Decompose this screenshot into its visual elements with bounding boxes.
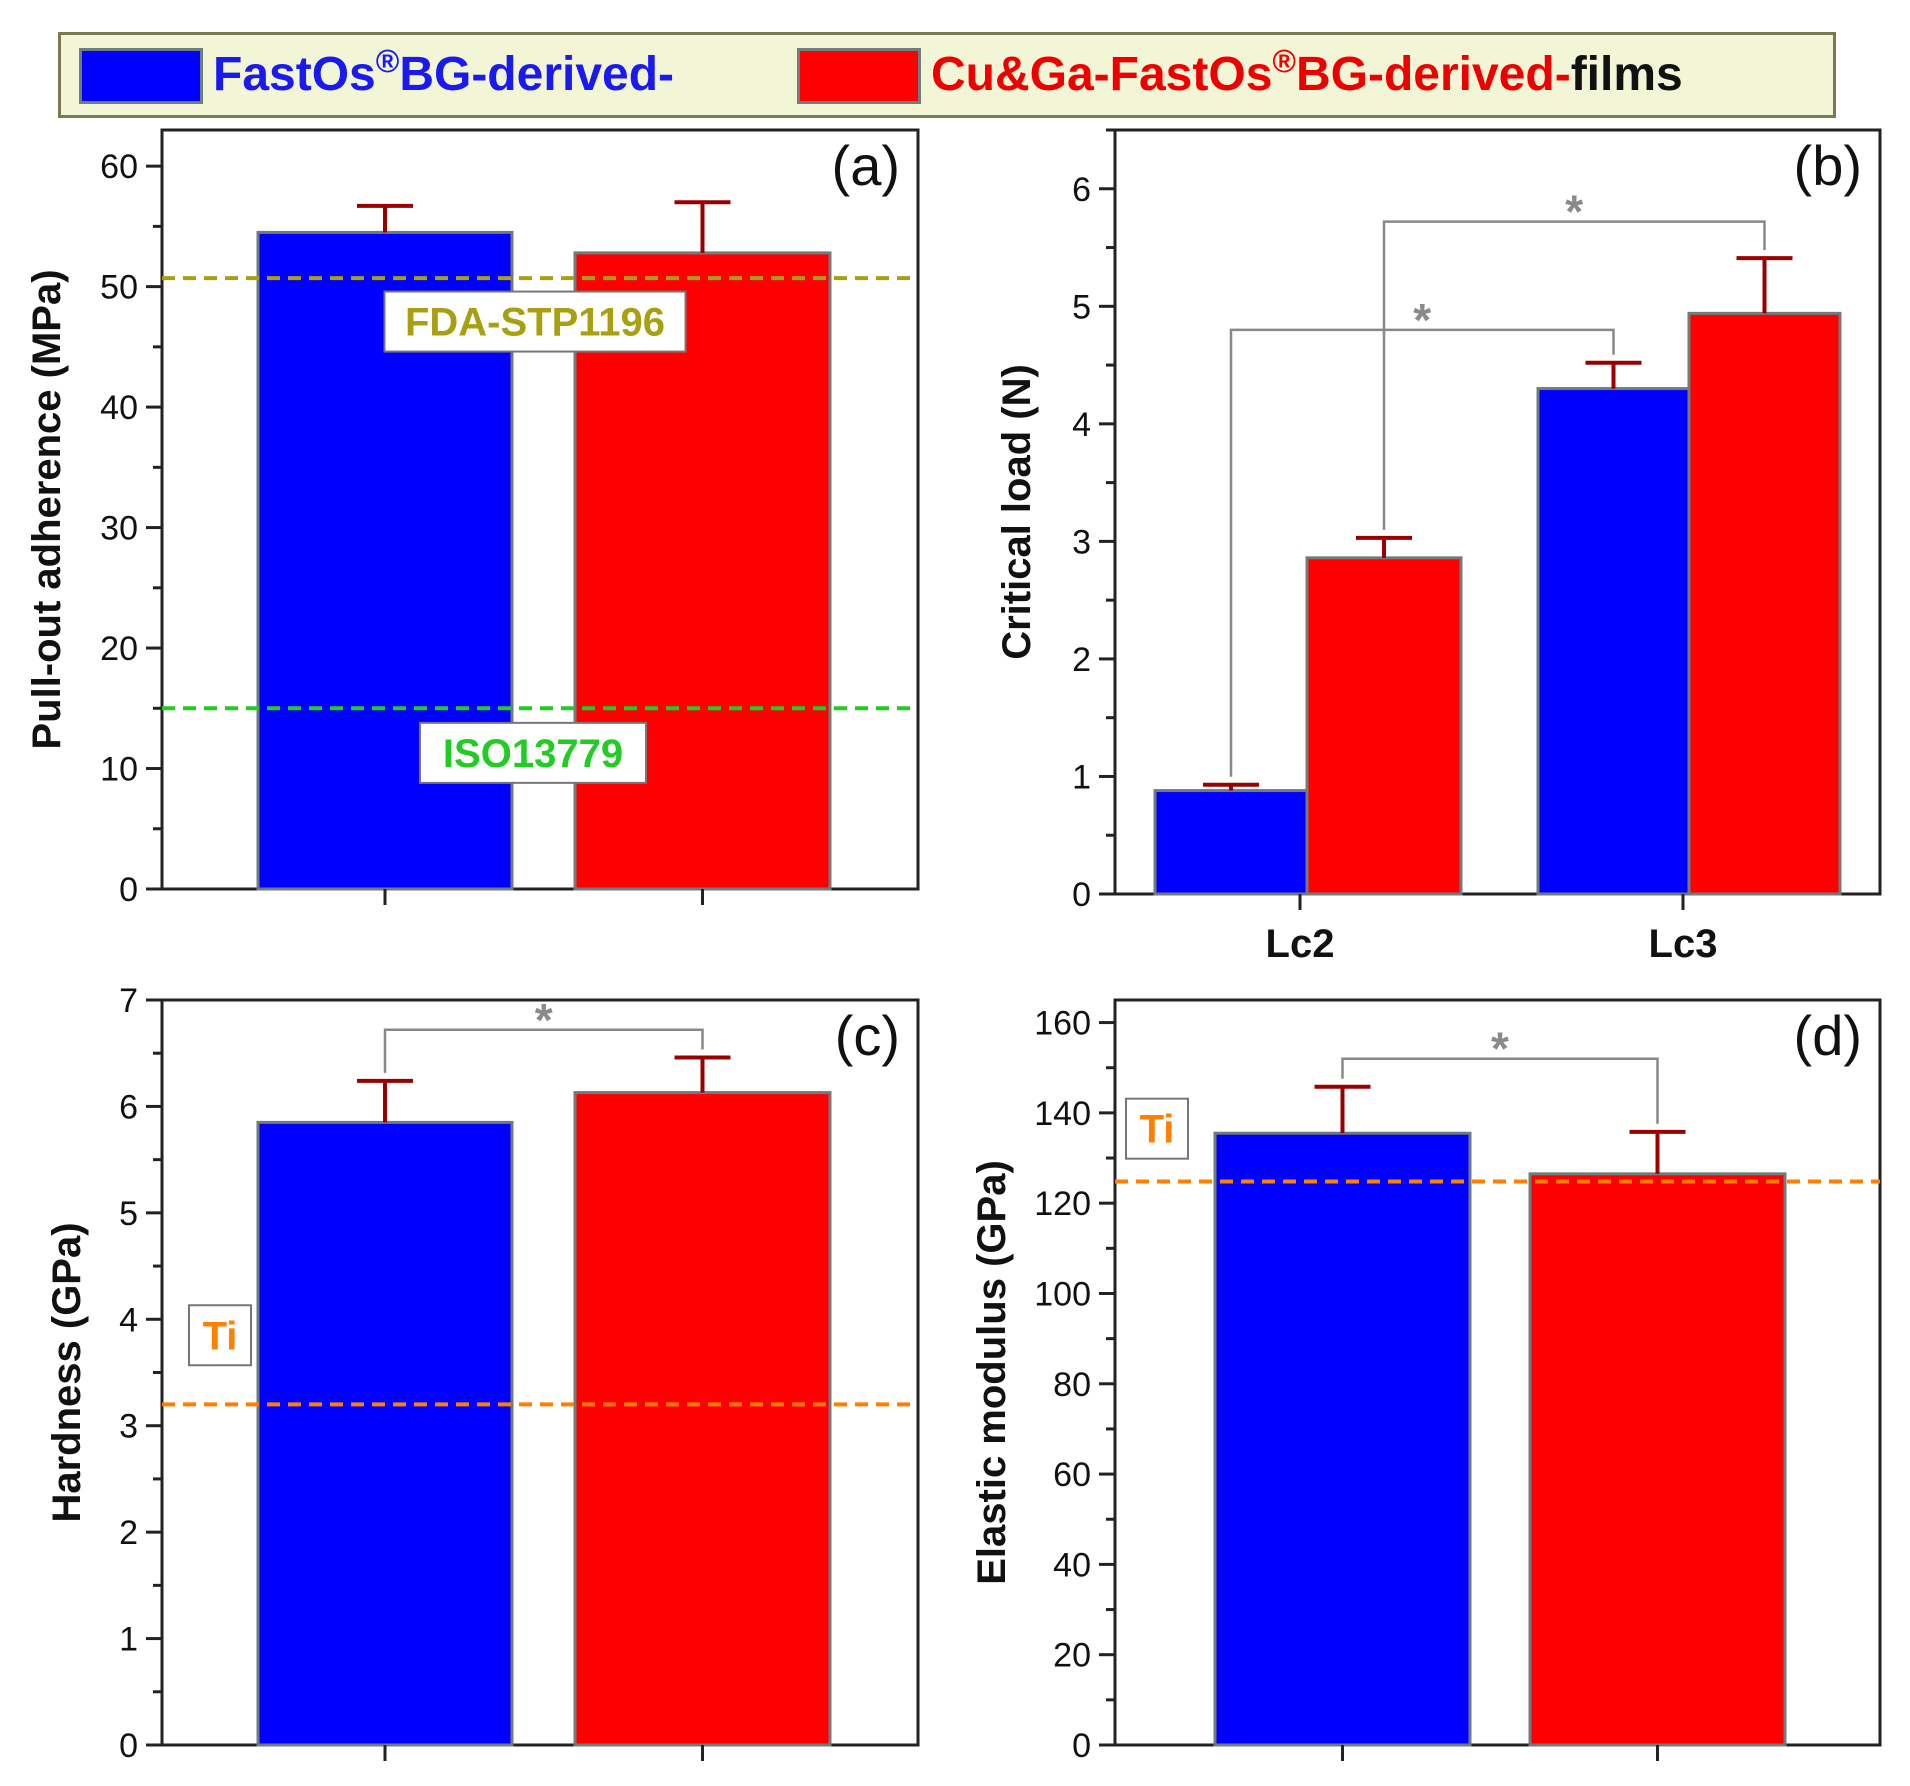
y-tick-label: 50 — [100, 269, 138, 307]
y-tick-label: 100 — [1034, 1275, 1091, 1313]
bar-series1 — [1536, 387, 1691, 896]
reference-label: ISO13779 — [443, 732, 623, 776]
reference-label-box — [188, 1304, 252, 1367]
y-tick-label: 6 — [119, 1088, 138, 1126]
legend-swatch-series2 — [797, 48, 921, 104]
y-tick-label: 5 — [119, 1195, 138, 1233]
plot-frame — [1113, 998, 1882, 1747]
y-tick-label: 2 — [1072, 641, 1091, 679]
y-axis-label: Elastic modulus (GPa) — [970, 1160, 1014, 1585]
y-tick-label: 10 — [100, 751, 138, 789]
bar-series2 — [1528, 1172, 1787, 1747]
significance-star: * — [1413, 294, 1431, 346]
reference-label-box — [419, 721, 647, 784]
chart-panel-0: 0 10 20 30 40 50 60 Pull-out adherence (MPa) (a)… — [25, 128, 920, 909]
x-tick-label: Lc3 — [1649, 922, 1718, 966]
y-tick-label: 4 — [119, 1301, 138, 1339]
panel-letter: (d) — [1794, 1004, 1862, 1067]
panel-letter: (b) — [1794, 134, 1862, 197]
y-tick-label: 60 — [100, 148, 138, 186]
y-tick-label: 0 — [1072, 876, 1091, 914]
legend: FastOs®BG-derived- Cu&Ga-FastOs®BG-deriv… — [58, 32, 1836, 118]
y-axis-label: Hardness (GPa) — [45, 1222, 89, 1522]
bar-series1 — [1153, 789, 1309, 896]
significance-bracket — [1229, 328, 1615, 777]
significance-bracket — [1382, 220, 1766, 530]
x-tick-label: Lc2 — [1266, 922, 1335, 966]
plot-frame — [160, 128, 920, 891]
y-tick-label: 20 — [1053, 1637, 1091, 1675]
bar-series2 — [573, 1091, 832, 1747]
y-axis-label: Critical load (N) — [995, 364, 1039, 660]
y-tick-label: 1 — [119, 1621, 138, 1659]
plot-frame — [1113, 128, 1882, 896]
significance-bracket — [1341, 1057, 1659, 1124]
significance-bracket — [383, 1028, 704, 1073]
reference-label: Ti — [1140, 1108, 1175, 1152]
y-tick-label: 30 — [100, 510, 138, 548]
y-tick-label: 0 — [1072, 1727, 1091, 1765]
y-tick-label: 7 — [119, 982, 138, 1020]
significance-star: * — [1565, 186, 1583, 238]
reference-label-box — [1125, 1097, 1189, 1160]
legend-swatch-series1 — [79, 48, 203, 104]
legend-label-series1: FastOs®BG-derived- — [213, 43, 675, 101]
significance-star: * — [535, 994, 553, 1046]
y-tick-label: 0 — [119, 1727, 138, 1765]
y-tick-label: 160 — [1034, 1005, 1091, 1043]
y-tick-label: 6 — [1072, 171, 1091, 209]
reference-label: FDA-STP1196 — [405, 301, 665, 345]
y-tick-label: 120 — [1034, 1185, 1091, 1223]
y-tick-label: 140 — [1034, 1095, 1091, 1133]
y-tick-label: 5 — [1072, 288, 1091, 326]
y-tick-label: 20 — [100, 630, 138, 668]
bar-series2 — [1687, 311, 1842, 896]
y-tick-label: 3 — [119, 1408, 138, 1446]
reference-label-box — [383, 290, 687, 353]
bar-series1 — [1213, 1131, 1472, 1747]
reference-label: Ti — [203, 1314, 238, 1358]
bar-series1 — [256, 1120, 514, 1747]
y-tick-label: 40 — [1053, 1546, 1091, 1584]
y-tick-label: 1 — [1072, 758, 1091, 796]
bar-series2 — [1305, 556, 1463, 896]
y-tick-label: 2 — [119, 1514, 138, 1552]
y-tick-label: 3 — [1072, 523, 1091, 561]
chart-panel-3: 0 20 40 60 80 100 120 140 160 Elastic modulus (GP… — [970, 998, 1882, 1765]
significance-star: * — [1491, 1023, 1509, 1075]
chart-panel-2: 0 1 2 3 4 5 6 7 Hardness (GPa) (c) Ti * — [45, 982, 920, 1765]
chart-panel-1: 0 1 2 3 4 5 6 Critical load (N) (b) Lc2 Lc3 * * — [995, 128, 1882, 966]
legend-label-series2: Cu&Ga-FastOs®BG-derived-films — [931, 43, 1683, 101]
panel-letter: (a) — [832, 134, 900, 197]
panel-letter: (c) — [835, 1004, 900, 1067]
y-tick-label: 60 — [1053, 1456, 1091, 1494]
y-tick-label: 0 — [119, 871, 138, 909]
y-tick-label: 4 — [1072, 406, 1091, 444]
y-tick-label: 40 — [100, 389, 138, 427]
y-tick-label: 80 — [1053, 1366, 1091, 1404]
y-axis-label: Pull-out adherence (MPa) — [25, 269, 69, 749]
